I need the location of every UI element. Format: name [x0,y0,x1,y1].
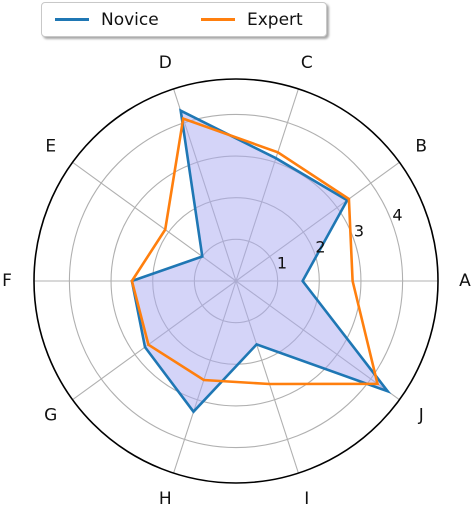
axis-label-a: A [459,271,471,291]
r-tick-label-2: 2 [315,237,325,256]
axis-label-c: C [301,53,313,73]
axis-label-i: I [304,489,309,506]
axis-label-f: F [2,271,12,291]
r-tick-label-3: 3 [354,221,364,240]
axis-label-j: J [418,406,424,426]
series-fill-novice [131,110,388,412]
labels: A B C D E F G H I J 1 2 3 4 [2,53,471,506]
axis-label-h: H [159,489,172,506]
legend-label-novice: Novice [101,9,159,30]
legend-swatch-novice [55,18,89,21]
legend-entry-novice: Novice [55,3,159,36]
legend-entry-expert: Expert [201,3,303,36]
axis-label-g: G [44,406,57,426]
outer-frame [33,78,439,484]
axis-label-d: D [159,53,172,73]
axis-label-b: B [415,136,427,156]
r-tick-label-4: 4 [392,205,402,224]
axis-label-e: E [45,136,56,156]
r-tick-label-1: 1 [277,253,287,272]
legend: Novice Expert [41,2,327,37]
legend-swatch-expert [201,18,235,21]
legend-label-expert: Expert [247,9,303,30]
series-layer [130,108,392,414]
series-line-expert [130,116,380,386]
